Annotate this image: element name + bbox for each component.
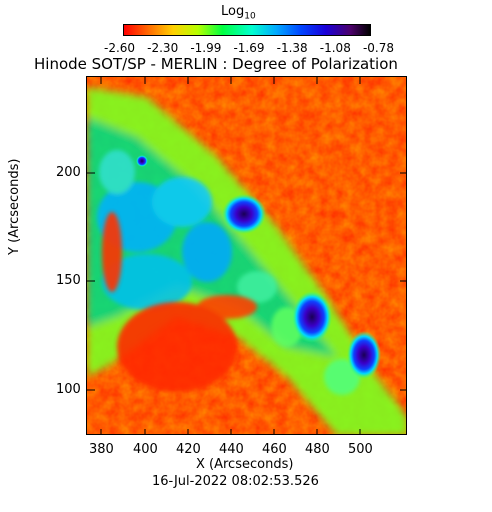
x-axis-label: X (Arcseconds) xyxy=(196,457,294,472)
x-tick-label: 400 xyxy=(133,442,158,457)
observation-timestamp: 16-Jul-2022 08:02:53.526 xyxy=(152,474,319,489)
colorbar-title-main: Log xyxy=(221,4,245,19)
colorbar-tick-label: -1.38 xyxy=(276,41,308,55)
polarization-map xyxy=(86,76,407,435)
y-tick-label: 200 xyxy=(56,165,81,180)
polarization-map-image xyxy=(87,77,406,434)
y-axis-label: Y (Arcseconds) xyxy=(7,158,22,255)
colorbar-tick-label: -2.30 xyxy=(147,41,179,55)
colorbar-tick-label: -2.60 xyxy=(104,41,136,55)
colorbar-title-subscript: 10 xyxy=(244,11,256,22)
colorbar-tick-labels: -2.60 -2.30 -1.99 -1.69 -1.38 -1.08 -0.7… xyxy=(104,41,394,55)
x-tick-label: 420 xyxy=(176,442,201,457)
plot-title: Hinode SOT/SP - MERLIN : Degree of Polar… xyxy=(34,55,398,73)
colorbar-tick-label: -0.78 xyxy=(362,41,394,55)
x-tick-label: 480 xyxy=(305,442,330,457)
y-tick-label: 150 xyxy=(56,273,81,288)
y-tick-label: 100 xyxy=(56,382,81,397)
colorbar xyxy=(123,24,371,36)
colorbar-tick-label: -1.99 xyxy=(190,41,222,55)
colorbar-tick-label: -1.69 xyxy=(233,41,265,55)
x-tick-label: 380 xyxy=(89,442,114,457)
x-tick-label: 440 xyxy=(219,442,244,457)
colorbar-tick-label: -1.08 xyxy=(319,41,351,55)
x-tick-label: 460 xyxy=(262,442,287,457)
x-tick-label: 500 xyxy=(348,442,373,457)
colorbar-title: Log10 xyxy=(221,5,256,22)
